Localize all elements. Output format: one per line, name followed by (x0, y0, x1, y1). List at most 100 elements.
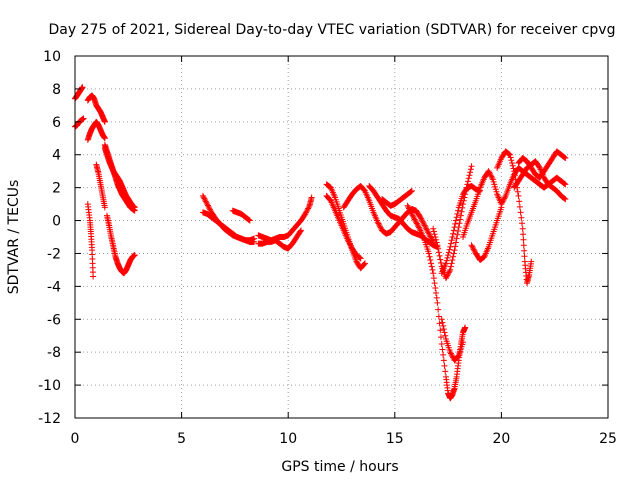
data-point (408, 209, 415, 216)
y-axis-title: SDTVAR / TECUs (6, 180, 22, 295)
data-point (410, 213, 417, 220)
y-tick-label: -12 (38, 411, 61, 427)
data-point (487, 172, 494, 179)
data-track-arc-25 (468, 204, 505, 264)
data-point (305, 205, 312, 212)
data-point (515, 192, 522, 199)
data-point (415, 224, 422, 231)
data-point (440, 326, 447, 333)
data-point (506, 151, 513, 158)
data-point (201, 195, 208, 202)
data-points (72, 84, 569, 402)
data-point (439, 319, 446, 326)
data-point (361, 260, 368, 267)
data-track-arc-12 (229, 207, 253, 224)
data-point (200, 194, 207, 201)
x-tick-label: 15 (386, 431, 404, 447)
data-point (408, 188, 415, 195)
data-point (431, 280, 438, 287)
data-point (500, 196, 507, 203)
data-point (416, 226, 423, 233)
data-point (302, 210, 309, 217)
data-track-arc-26 (494, 148, 535, 287)
data-point (510, 165, 517, 172)
data-point (448, 237, 455, 244)
data-point (448, 351, 455, 358)
data-point (305, 204, 312, 211)
data-point (506, 151, 513, 158)
data-point (435, 249, 442, 256)
data-point (426, 232, 433, 239)
y-tick-label: 4 (52, 148, 61, 164)
data-point (445, 252, 452, 259)
data-point (80, 115, 87, 122)
data-point (440, 351, 447, 358)
data-point (459, 204, 466, 211)
data-point (499, 198, 506, 205)
data-point (520, 231, 527, 238)
data-point (561, 195, 568, 202)
data-point (501, 195, 508, 202)
data-point (297, 228, 304, 235)
data-point (377, 224, 384, 231)
data-track-arc-27 (515, 148, 569, 181)
data-point (457, 216, 464, 223)
data-point (465, 175, 472, 182)
data-point (507, 154, 514, 161)
data-point (411, 216, 418, 223)
data-point (521, 247, 528, 254)
data-point (441, 362, 448, 369)
data-point (519, 220, 526, 227)
data-point (464, 178, 471, 185)
data-point (451, 224, 458, 231)
data-point (413, 220, 420, 227)
data-track-arc-28 (511, 158, 569, 203)
data-point (204, 201, 211, 208)
data-track-arc-21 (438, 316, 467, 364)
data-point (442, 368, 449, 375)
data-point (460, 339, 467, 346)
data-point (443, 257, 450, 264)
data-point (562, 181, 569, 188)
data-point (498, 204, 505, 211)
data-point (425, 229, 432, 236)
data-point (453, 235, 460, 242)
data-point (304, 206, 311, 213)
data-point (308, 194, 315, 201)
data-point (514, 188, 521, 195)
data-point (374, 219, 381, 226)
data-point (204, 202, 211, 209)
data-point (420, 221, 427, 228)
data-point (101, 204, 108, 211)
data-point (453, 214, 460, 221)
data-point (444, 254, 451, 261)
data-point (560, 195, 567, 202)
data-point (518, 214, 525, 221)
data-point (408, 210, 415, 217)
data-point (435, 245, 442, 252)
data-point (408, 187, 415, 194)
data-point (447, 349, 454, 356)
data-point (455, 207, 462, 214)
data-point (486, 169, 493, 176)
data-point (562, 155, 569, 162)
data-point (421, 222, 428, 229)
data-point (430, 275, 437, 282)
data-point (469, 243, 476, 250)
data-point (521, 253, 528, 260)
data-point (418, 216, 425, 223)
data-point (450, 227, 457, 234)
data-point (434, 242, 441, 249)
data-point (426, 253, 433, 260)
data-point (487, 170, 494, 177)
data-point (451, 247, 458, 254)
data-point (489, 175, 496, 182)
y-tick-label: 8 (52, 82, 61, 98)
data-point (446, 246, 453, 253)
data-point (430, 270, 437, 277)
x-tick-label: 0 (71, 431, 80, 447)
data-point (419, 218, 426, 225)
data-point (468, 163, 475, 170)
